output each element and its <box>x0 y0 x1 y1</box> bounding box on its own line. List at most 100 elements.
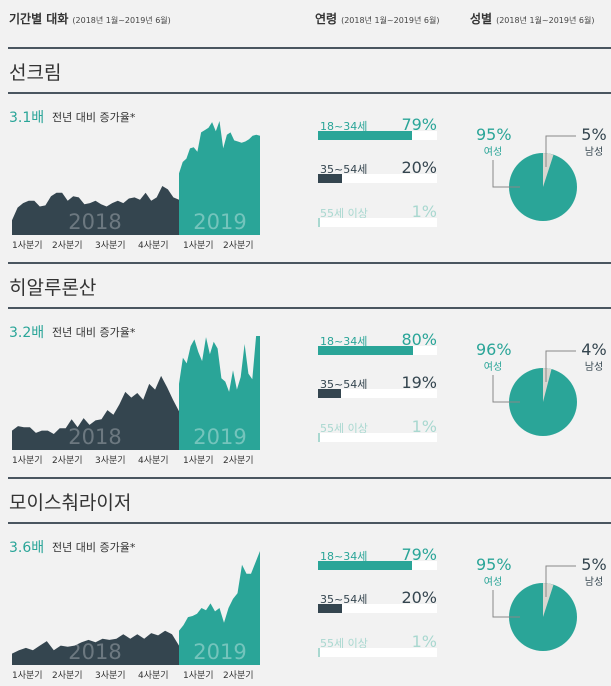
age-label: 35~54세 <box>320 378 368 391</box>
age-bar-fill <box>318 561 412 570</box>
section-title: 선크림 <box>9 62 62 84</box>
growth-multiplier: 3.6배 <box>9 540 45 556</box>
gender-header: 성별 (2018년 1월~2019년 6월) <box>470 10 594 27</box>
female-leader-line <box>492 375 520 403</box>
gender-title: 성별 <box>470 12 493 26</box>
female-percent: 95% <box>476 555 512 574</box>
age-percent: 80% <box>401 330 437 349</box>
quarter-label: 2사분기 <box>52 671 83 681</box>
male-leader-line <box>545 565 576 597</box>
divider <box>8 92 611 94</box>
age-bar-fill <box>318 648 320 657</box>
age-bar-fill <box>318 131 412 140</box>
age-bar-track <box>318 218 437 227</box>
section-title: 히알루론산 <box>9 277 97 299</box>
age-bar-track <box>318 648 437 657</box>
age-bar-fill <box>318 218 320 227</box>
age-header: 연령 (2018년 1월~2019년 6월) <box>315 10 439 27</box>
pie-slice-male <box>543 368 552 402</box>
age-bar-track <box>318 131 437 140</box>
pie-slice-female <box>509 583 577 651</box>
quarter-label: 3사분기 <box>95 671 126 681</box>
growth-description: 전년 대비 증가율* <box>52 111 136 124</box>
age-percent: 79% <box>401 545 437 564</box>
age-percent: 20% <box>401 588 437 607</box>
age-percent: 1% <box>411 417 437 436</box>
area-2019 <box>179 121 260 235</box>
quarter-label: 3사분기 <box>95 241 126 251</box>
age-label: 55세 이상 <box>320 207 368 220</box>
quarter-label: 1사분기 <box>12 241 43 251</box>
year-label-2018: 2018 <box>68 425 121 449</box>
divider <box>8 522 611 524</box>
age-percent: 1% <box>411 632 437 651</box>
age-title: 연령 <box>315 12 338 26</box>
period-title: 기간별 대화 <box>9 12 69 26</box>
area-chart: 2018 2019 <box>12 551 260 665</box>
age-label: 18~34세 <box>320 550 368 563</box>
year-label-2019: 2019 <box>193 425 246 449</box>
section-title: 모이스춰라이저 <box>9 492 132 514</box>
age-bar-track <box>318 346 437 355</box>
growth-description: 전년 대비 증가율* <box>52 326 136 339</box>
quarter-label: 4사분기 <box>138 671 169 681</box>
area-2018 <box>12 375 179 450</box>
quarter-label: 1사분기 <box>12 456 43 466</box>
age-bar-track <box>318 389 437 398</box>
quarter-label: 2사분기 <box>223 671 254 681</box>
male-percent: 5% <box>581 555 607 574</box>
male-leader-line <box>545 350 576 382</box>
quarter-label: 1사분기 <box>12 671 43 681</box>
section-3: 모이스춰라이저 3.6배 전년 대비 증가율* 2018 2019 1사분기 2사분기 3사분… <box>0 477 611 686</box>
quarter-label: 3사분기 <box>95 456 126 466</box>
pie-slice-male <box>543 153 554 187</box>
age-percent: 1% <box>411 202 437 221</box>
age-range: (2018년 1월~2019년 6월) <box>341 16 440 25</box>
quarter-label: 1사분기 <box>183 671 214 681</box>
quarter-label: 2사분기 <box>52 456 83 466</box>
growth-multiplier: 3.2배 <box>9 325 45 341</box>
age-bar-track <box>318 604 437 613</box>
gender-range: (2018년 1월~2019년 6월) <box>496 16 595 25</box>
age-bar-fill <box>318 174 342 183</box>
year-label-2019: 2019 <box>193 640 246 664</box>
section-1: 선크림 3.1배 전년 대비 증가율* 2018 2019 1사분기 2사분기 3사분기 4사분… <box>0 47 611 262</box>
pie-slice-female <box>509 153 577 221</box>
female-leader-line <box>492 590 520 618</box>
area-2019 <box>179 551 260 665</box>
quarter-label: 2사분기 <box>223 241 254 251</box>
female-label: 여성 <box>483 577 503 588</box>
area-2018 <box>12 630 179 665</box>
male-label: 남성 <box>584 577 604 588</box>
section-2: 히알루론산 3.2배 전년 대비 증가율* 2018 2019 1사분기 2사분기 3사분기 4… <box>0 262 611 477</box>
male-label: 남성 <box>584 147 604 158</box>
growth-description: 전년 대비 증가율* <box>52 541 136 554</box>
area-chart: 2018 2019 <box>12 121 260 235</box>
area-chart: 2018 2019 <box>12 336 260 450</box>
age-label: 18~34세 <box>320 120 368 133</box>
area-2018 <box>12 186 179 235</box>
age-label: 55세 이상 <box>320 422 368 435</box>
age-label: 18~34세 <box>320 335 368 348</box>
quarter-label: 4사분기 <box>138 241 169 251</box>
age-label: 35~54세 <box>320 593 368 606</box>
area-2019 <box>179 336 260 450</box>
age-bar-track <box>318 561 437 570</box>
divider <box>8 307 611 309</box>
female-label: 여성 <box>483 362 503 373</box>
female-leader-line <box>492 160 520 188</box>
age-bar-fill <box>318 346 414 355</box>
female-label: 여성 <box>483 147 503 158</box>
quarter-label: 1사분기 <box>183 241 214 251</box>
age-bar-track <box>318 433 437 442</box>
period-header: 기간별 대화 (2018년 1월~2019년 6월) <box>9 10 171 27</box>
quarter-label: 2사분기 <box>223 456 254 466</box>
female-percent: 96% <box>476 340 512 359</box>
period-range: (2018년 1월~2019년 6월) <box>72 16 171 25</box>
pie-slice-male <box>543 583 554 617</box>
age-bar-fill <box>318 389 341 398</box>
male-percent: 5% <box>581 125 607 144</box>
divider <box>8 262 611 264</box>
age-bar-track <box>318 174 437 183</box>
growth-multiplier: 3.1배 <box>9 110 45 126</box>
